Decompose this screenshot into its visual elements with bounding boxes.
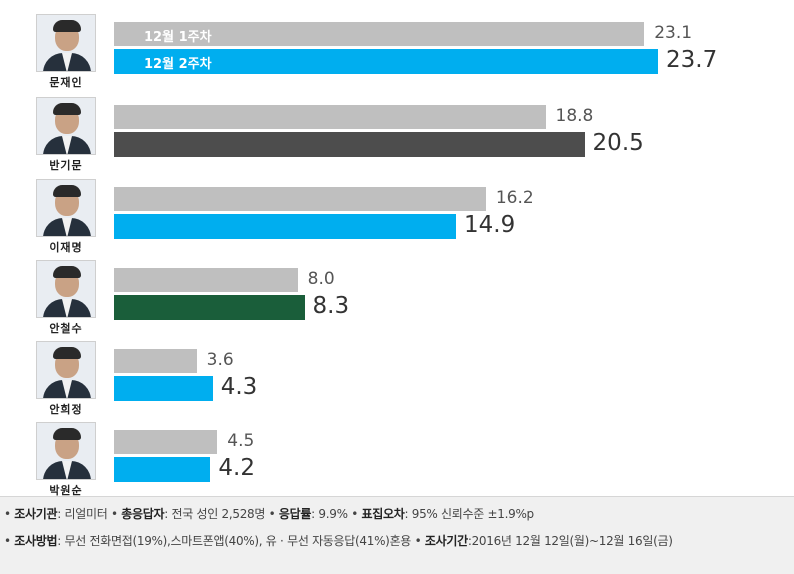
candidate-1: 문재인: [30, 14, 106, 94]
value-label-prev: 18.8: [555, 106, 594, 126]
value-label-curr: 4.2: [218, 455, 255, 481]
footer-item: • 조사기간:2016년 12월 12일(월)~12월 16일(금): [414, 534, 673, 548]
candidate-name: 박원순: [49, 484, 83, 497]
value-label-prev: 4.5: [227, 431, 255, 451]
photo-hair: [53, 185, 81, 197]
bar-prev-week: [114, 105, 546, 129]
bar-curr-week: [114, 214, 456, 239]
candidate-photo: [36, 341, 96, 399]
footer-item: • 총응답자: 전국 성인 2,528명: [111, 507, 269, 521]
candidate-photo: [36, 179, 96, 237]
photo-shirt: [62, 218, 72, 236]
candidate-photo: [36, 14, 96, 72]
survey-footer: • 조사기관: 리얼미터 • 총응답자: 전국 성인 2,528명 • 응답률:…: [0, 496, 794, 574]
value-label-prev: 8.0: [307, 269, 335, 289]
photo-shirt: [62, 461, 72, 479]
bar-prev-week: [114, 349, 197, 373]
value-label-curr: 23.7: [666, 47, 718, 73]
footer-text: : 전국 성인 2,528명: [164, 507, 269, 521]
bar-curr-week: [114, 295, 305, 320]
photo-hair: [53, 347, 81, 359]
photo-hair: [53, 20, 81, 32]
footer-text: : 9.9%: [311, 507, 352, 521]
legend-curr-week: 12월 2주차: [144, 57, 212, 72]
footer-item: • 응답률: 9.9%: [268, 507, 352, 521]
bar-curr-week: [114, 132, 585, 157]
value-label-curr: 8.3: [312, 293, 350, 319]
footer-text: : 리얼미터: [57, 507, 111, 521]
photo-shirt: [62, 380, 72, 398]
bar-prev-week: 12월 1주차: [114, 22, 645, 46]
footer-label: 표집오차: [361, 507, 405, 521]
bar-prev-week: [114, 187, 486, 211]
candidate-5: 안희정: [30, 341, 106, 421]
bar-prev-week: [114, 268, 298, 292]
value-label-curr: 4.3: [220, 374, 258, 400]
photo-shirt: [62, 53, 72, 71]
photo-hair: [53, 103, 81, 115]
candidate-name: 문재인: [49, 76, 83, 89]
candidate-name: 안철수: [49, 322, 83, 335]
candidate-name: 이재명: [49, 241, 83, 254]
photo-shirt: [62, 299, 72, 317]
chart-area: 문재인 12월 1주차 23.1 12월 2주차 23.7 반기문 18.8 20.5 이재명 1…: [30, 14, 718, 497]
footer-item: • 표집오차: 95% 신뢰수준 ±1.9%p: [351, 507, 534, 521]
footer-label: 응답률: [278, 507, 312, 521]
photo-shirt: [62, 136, 72, 154]
legend-prev-week: 12월 1주차: [144, 30, 212, 45]
candidate-photo: [36, 97, 96, 155]
footer-line-2: • 조사방법: 무선 전화면접(19%),스마트폰앱(40%), 유 · 무선 …: [4, 532, 673, 549]
footer-item: • 조사기관: 리얼미터: [4, 507, 111, 521]
candidate-photo: [36, 260, 96, 318]
bar-curr-week: [114, 376, 213, 401]
value-label-prev: 23.1: [654, 23, 693, 43]
footer-label: 조사기간: [424, 534, 468, 548]
candidate-2: 반기문: [30, 97, 106, 177]
footer-label: 조사방법: [14, 534, 58, 548]
candidate-3: 이재명: [30, 179, 106, 259]
value-label-curr: 20.5: [592, 130, 644, 156]
candidate-name: 반기문: [49, 159, 83, 172]
footer-item: • 조사방법: 무선 전화면접(19%),스마트폰앱(40%), 유 · 무선 …: [4, 534, 415, 548]
footer-text: : 무선 전화면접(19%),스마트폰앱(40%), 유 · 무선 자동응답(4…: [57, 534, 415, 548]
candidate-photo: [36, 422, 96, 480]
bar-prev-week: [114, 430, 218, 454]
footer-text: :2016년 12월 12일(월)~12월 16일(금): [467, 534, 673, 548]
candidate-name: 안희정: [49, 403, 83, 416]
candidate-6: 박원순: [30, 422, 106, 502]
value-label-prev: 16.2: [495, 188, 534, 208]
footer-line-1: • 조사기관: 리얼미터 • 총응답자: 전국 성인 2,528명 • 응답률:…: [4, 505, 534, 522]
photo-hair: [53, 266, 81, 278]
photo-hair: [53, 428, 81, 440]
bar-curr-week: 12월 2주차: [114, 49, 658, 74]
footer-label: 총응답자: [121, 507, 165, 521]
footer-label: 조사기관: [14, 507, 58, 521]
bar-curr-week: [114, 457, 211, 482]
candidate-4: 안철수: [30, 260, 106, 340]
footer-text: : 95% 신뢰수준 ±1.9%p: [404, 507, 534, 521]
value-label-curr: 14.9: [464, 212, 516, 238]
value-label-prev: 3.6: [206, 350, 234, 370]
